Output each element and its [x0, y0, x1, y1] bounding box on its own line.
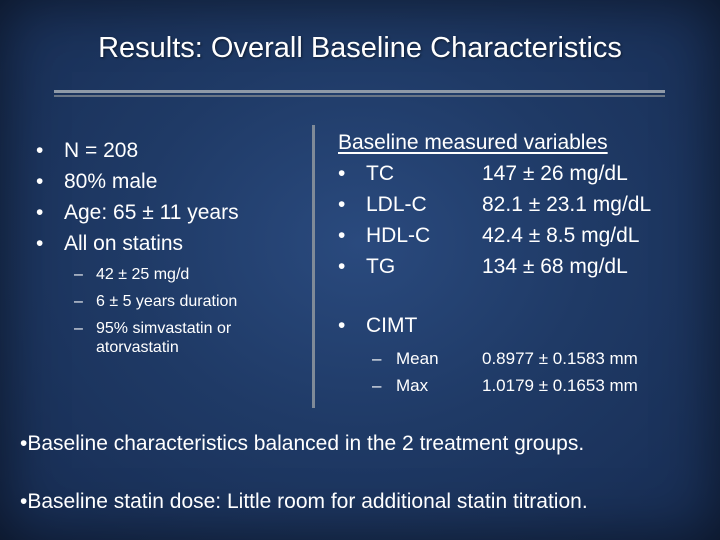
bullet-n: • N = 208: [36, 135, 296, 166]
bullet-marker: •: [338, 224, 346, 247]
variable-label: TC: [366, 162, 394, 185]
bullet-age: • Age: 65 ± 11 years: [36, 197, 296, 228]
variable-value: 42.4 ± 8.5 mg/dL: [482, 224, 640, 247]
variable-label: TG: [366, 255, 396, 278]
bullet-text: N = 208: [64, 139, 139, 162]
sub-bullet-text: 42 ± 25 mg/d: [96, 266, 190, 283]
dash-marker: –: [74, 293, 83, 310]
sub-bullet-type: –95% simvastatin or atorvastatin: [36, 319, 296, 357]
bullet-marker: •: [36, 201, 44, 224]
sub-bullet-text: 6 ± 5 years duration: [96, 293, 238, 310]
measured-variables-heading: Baseline measured variables: [338, 131, 608, 154]
variable-value: 134 ± 68 mg/dL: [482, 255, 628, 278]
footnote-statin-dose: •Baseline statin dose: Little room for a…: [20, 490, 588, 513]
variable-row-ldl: • LDL-C 82.1 ± 23.1 mg/dL: [338, 189, 708, 220]
slide-title: Results: Overall Baseline Characteristic…: [98, 32, 622, 64]
dash-marker: –: [74, 320, 83, 337]
bullet-male: • 80% male: [36, 166, 296, 197]
cimt-label: Mean: [396, 349, 439, 368]
sub-bullet-duration: –6 ± 5 years duration: [36, 292, 296, 311]
dash-marker: –: [74, 266, 83, 283]
variable-label: CIMT: [366, 314, 418, 337]
bullet-marker: •: [36, 139, 44, 162]
column-divider: [312, 125, 315, 408]
variable-row-cimt: • CIMT: [338, 310, 708, 341]
right-column: Baseline measured variables • TC 147 ± 26 …: [338, 127, 708, 399]
title-divider-line-top: [54, 90, 665, 93]
bullet-text: All on statins: [64, 232, 184, 255]
cimt-row-mean: – Mean 0.8977 ± 0.1583 mm: [338, 345, 708, 372]
bullet-marker: •: [338, 255, 346, 278]
sub-bullet-dose: –42 ± 25 mg/d: [36, 265, 296, 284]
footnote-balanced: •Baseline characteristics balanced in th…: [20, 432, 585, 455]
bullet-marker: •: [36, 232, 44, 255]
variable-row-hdl: • HDL-C 42.4 ± 8.5 mg/dL: [338, 220, 708, 251]
bullet-marker: •: [36, 170, 44, 193]
cimt-label: Max: [396, 376, 429, 395]
cimt-value: 1.0179 ± 0.1653 mm: [482, 376, 638, 395]
variable-label: LDL-C: [366, 193, 427, 216]
bullet-statins: • All on statins: [36, 228, 296, 259]
cimt-value: 0.8977 ± 0.1583 mm: [482, 349, 638, 368]
title-divider: [54, 90, 665, 98]
variable-value: 147 ± 26 mg/dL: [482, 162, 628, 185]
variable-label: HDL-C: [366, 224, 431, 247]
cimt-row-max: – Max 1.0179 ± 0.1653 mm: [338, 372, 708, 399]
variable-row-tc: • TC 147 ± 26 mg/dL: [338, 158, 708, 189]
bullet-text: Age: 65 ± 11 years: [64, 201, 239, 224]
title-divider-line-bottom: [54, 95, 665, 97]
bullet-marker: •: [338, 314, 346, 337]
dash-marker: –: [372, 376, 382, 395]
variable-row-tg: • TG 134 ± 68 mg/dL: [338, 251, 708, 282]
bullet-text: 80% male: [64, 170, 158, 193]
sub-bullet-text: 95% simvastatin or atorvastatin: [96, 320, 232, 356]
left-column: • N = 208 • 80% male • Age: 65 ± 11 years •…: [36, 135, 296, 365]
variable-value: 82.1 ± 23.1 mg/dL: [482, 193, 652, 216]
bullet-marker: •: [338, 162, 346, 185]
dash-marker: –: [372, 349, 382, 368]
bullet-marker: •: [338, 193, 346, 216]
